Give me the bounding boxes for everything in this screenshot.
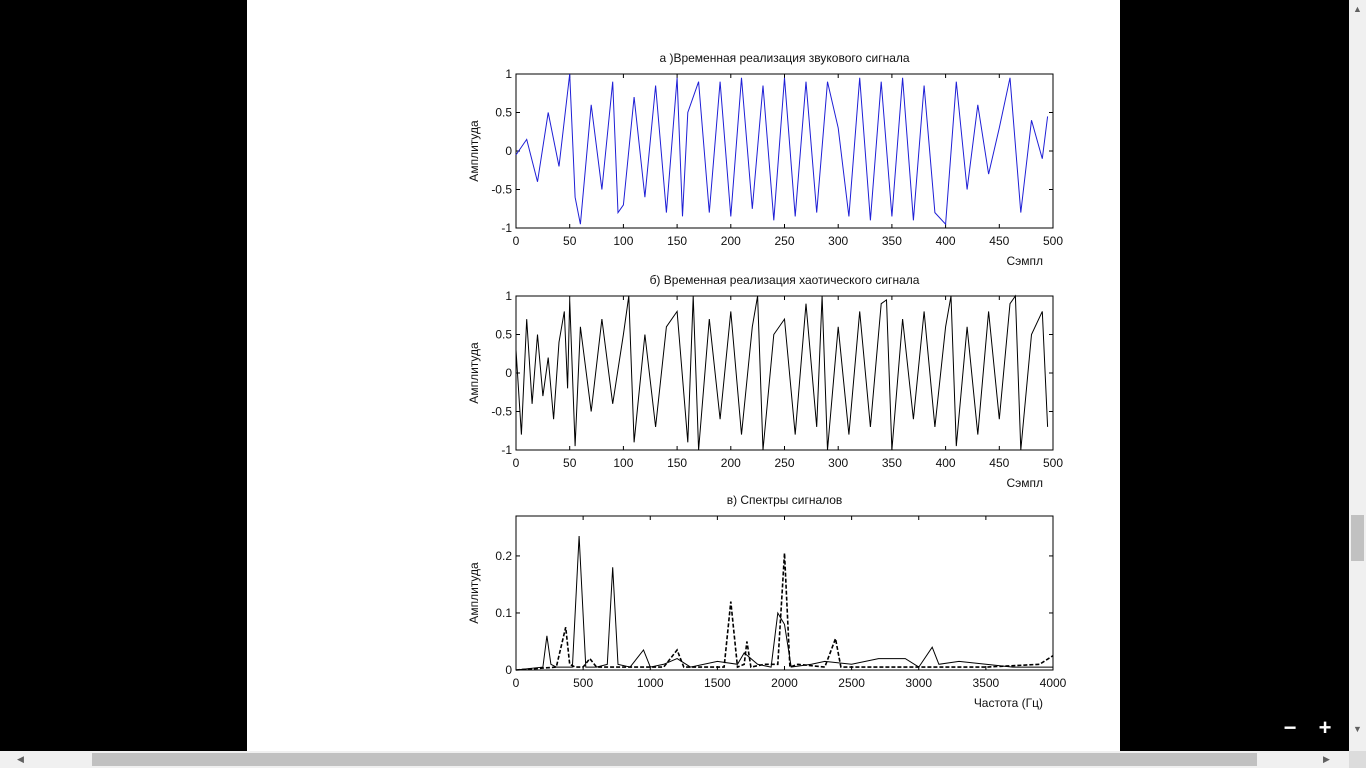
x-tick-label: 250	[774, 456, 794, 470]
y-tick-label: 0	[505, 366, 512, 380]
figure-canvas: 0 50 100 150 200 250 300 350 400 450 500-1-0.500.5…	[467, 51, 1067, 710]
scrollbar-corner	[1349, 751, 1366, 768]
scroll-left-arrow-icon[interactable]: ◀	[17, 754, 24, 764]
chart-title: в) Спектры сигналов	[727, 493, 843, 507]
y-tick-label: 1	[505, 289, 512, 303]
y-tick-label: -0.5	[491, 405, 512, 419]
scroll-right-arrow-icon[interactable]: ▶	[1323, 754, 1330, 764]
x-tick-label: 50	[563, 456, 577, 470]
scroll-up-arrow-icon[interactable]: ▲	[1353, 3, 1362, 14]
x-tick-label: 2500	[838, 676, 865, 690]
x-tick-label: 500	[1043, 234, 1063, 248]
x-tick-label: 0	[513, 234, 520, 248]
x-tick-label: 250	[774, 234, 794, 248]
x-tick-label: 400	[936, 456, 956, 470]
x-tick-label: 200	[721, 456, 741, 470]
series-line-2-0	[515, 535, 1053, 671]
chart-title: а )Временная реализация звукового сигнал…	[659, 51, 909, 65]
x-tick-label: 1000	[637, 676, 664, 690]
scroll-down-arrow-icon[interactable]: ▼	[1353, 723, 1362, 734]
zoom-in-button[interactable]: +	[1318, 715, 1332, 740]
x-tick-label: 2000	[771, 676, 798, 690]
x-tick-label: 300	[828, 234, 848, 248]
chart-title: б) Временная реализация хаотического сиг…	[650, 273, 920, 287]
x-tick-label: 500	[573, 676, 593, 690]
x-tick-label: 0	[513, 676, 520, 690]
x-tick-label: 3500	[973, 676, 1000, 690]
x-tick-label: 1500	[704, 676, 731, 690]
y-tick-label: -0.5	[491, 183, 512, 197]
x-tick-label: 350	[882, 456, 902, 470]
x-tick-label: 350	[882, 234, 902, 248]
horizontal-scroll-thumb[interactable]	[92, 753, 1257, 766]
y-tick-label: 0.5	[495, 328, 512, 342]
x-axis-label: Сэмпл	[1006, 476, 1043, 490]
zoom-out-button[interactable]: −	[1283, 715, 1297, 740]
y-tick-label: 0.1	[495, 606, 512, 620]
x-tick-label: 200	[721, 234, 741, 248]
x-tick-label: 3000	[905, 676, 932, 690]
series-line-2-1	[515, 553, 1054, 671]
x-tick-label: 450	[989, 456, 1009, 470]
x-tick-label: 450	[989, 234, 1009, 248]
vertical-scroll-thumb[interactable]	[1351, 515, 1364, 561]
series-line-1-0	[515, 294, 1049, 451]
horizontal-scrollbar[interactable]: ◀ ▶	[0, 751, 1349, 768]
document-page: 0 50 100 150 200 250 300 350 400 450 500 -1 -0.5 0 0.5…	[247, 0, 1120, 751]
x-tick-label: 50	[563, 234, 577, 248]
x-axis-label: Сэмпл	[1006, 254, 1043, 268]
x-tick-label: 4000	[1040, 676, 1067, 690]
x-tick-label: 0	[513, 456, 520, 470]
plot-frame-2	[515, 515, 1054, 671]
y-tick-label: 0.2	[495, 549, 512, 563]
series-line-0-0	[515, 73, 1049, 226]
y-axis-label: Амплитуда	[467, 342, 481, 404]
x-tick-label: 150	[667, 456, 687, 470]
x-axis-label: Частота (Гц)	[974, 696, 1043, 710]
y-tick-label: 0.5	[495, 106, 512, 120]
x-tick-label: 100	[613, 234, 633, 248]
vertical-scrollbar[interactable]: ▲ ▼	[1349, 0, 1366, 751]
x-tick-label: 300	[828, 456, 848, 470]
y-tick-label: 1	[505, 67, 512, 81]
y-tick-label: 0	[505, 663, 512, 677]
x-tick-label: 400	[936, 234, 956, 248]
x-tick-label: 500	[1043, 456, 1063, 470]
x-tick-label: 100	[613, 456, 633, 470]
y-tick-label: -1	[501, 221, 512, 235]
y-tick-label: 0	[505, 144, 512, 158]
x-tick-label: 150	[667, 234, 687, 248]
y-axis-label: Амплитуда	[467, 120, 481, 182]
y-axis-label: Амплитуда	[467, 562, 481, 624]
y-tick-label: -1	[501, 443, 512, 457]
